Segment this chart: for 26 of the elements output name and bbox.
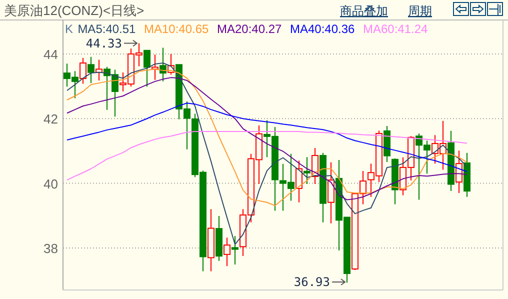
y-tick-label: 38	[44, 240, 58, 256]
candlestick	[304, 156, 310, 184]
y-tick-label: 44	[44, 46, 58, 62]
candlestick	[80, 57, 86, 84]
text: 周期	[408, 4, 432, 18]
chart-title: 美原油12(CONZ)<日线>	[4, 3, 144, 18]
text: MA60:41.24	[363, 22, 428, 36]
candlestick	[88, 56, 94, 84]
y-tick-label: 40	[44, 176, 58, 192]
y-tick-label: 42	[44, 112, 58, 127]
candlestick	[328, 162, 334, 224]
candlestick	[456, 150, 462, 194]
candlestick	[224, 237, 230, 267]
annotation: 36.93	[294, 275, 330, 289]
annotation: 44.33	[86, 36, 122, 50]
text: 商品叠加	[340, 4, 388, 18]
text: MA40:40.36	[290, 22, 356, 36]
text: MA10:40.65	[144, 22, 210, 36]
candlestick	[144, 50, 150, 88]
candlestick	[232, 236, 238, 265]
candlestick	[296, 160, 302, 203]
text: MA20:40.27	[217, 22, 282, 36]
text: MA5:40.51	[78, 22, 136, 36]
candlestick	[160, 47, 166, 82]
text: K	[65, 22, 74, 36]
line-series	[66, 131, 468, 181]
